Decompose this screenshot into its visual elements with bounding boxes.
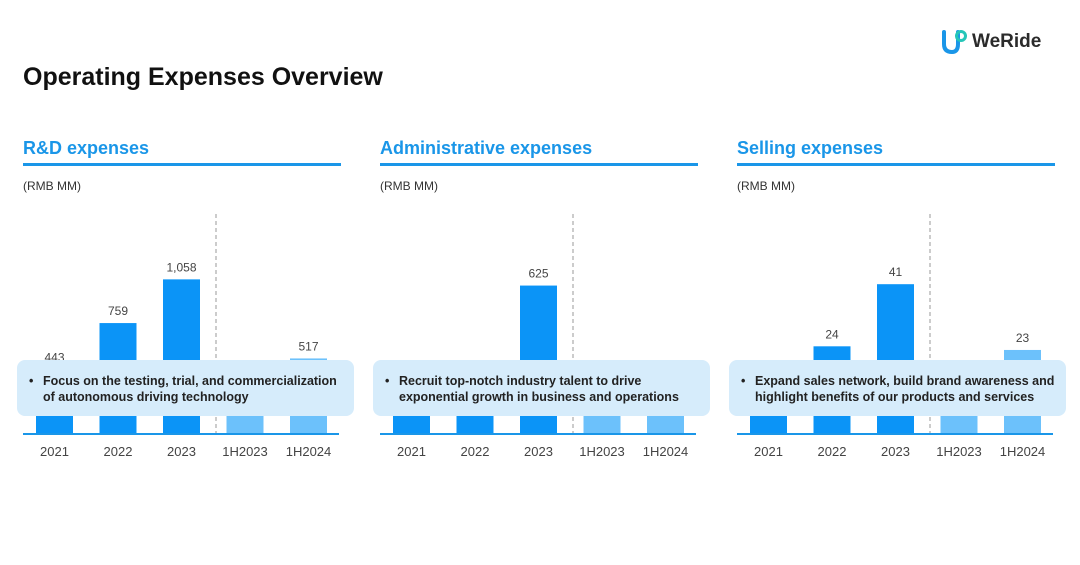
category-label: 2023	[167, 444, 196, 459]
value-label: 625	[528, 267, 548, 281]
title-underline	[737, 163, 1055, 166]
administrative-expenses-panel: Administrative expenses (RMB MM) 1072021…	[380, 132, 710, 552]
panel-title: Administrative expenses	[380, 138, 593, 158]
value-label: 517	[298, 339, 318, 353]
value-label: 1,058	[166, 260, 196, 274]
administrative-note: • Recruit top-notch industry talent to d…	[373, 360, 710, 416]
category-label: 2022	[461, 444, 490, 459]
note-text: Recruit top-notch industry talent to dri…	[399, 374, 679, 404]
note-text: Focus on the testing, trial, and commerc…	[43, 374, 337, 404]
selling-expenses-chart: 122021242022412023151H2023231H2024	[737, 214, 1053, 459]
unit-label: (RMB MM)	[380, 179, 438, 193]
bullet-icon: •	[29, 374, 34, 388]
rd-expenses-chart: 443202175920221,05820233761H20235171H202…	[23, 214, 339, 459]
unit-label: (RMB MM)	[737, 179, 795, 193]
rd-note: • Focus on the testing, trial, and comme…	[17, 360, 354, 416]
panel-title: Selling expenses	[737, 138, 884, 158]
unit-label: (RMB MM)	[23, 179, 81, 193]
brand-name: WeRide	[972, 31, 1042, 52]
note-text: Expand sales network, build brand awaren…	[755, 374, 1055, 404]
weride-logo: WeRide	[940, 28, 1041, 56]
bullet-icon: •	[385, 374, 390, 388]
category-label: 1H2024	[1000, 444, 1046, 459]
category-label: 1H2024	[643, 444, 689, 459]
administrative-expenses-chart: 1072021237202262520232171H20232081H2024	[380, 214, 696, 459]
category-label: 1H2023	[579, 444, 625, 459]
category-label: 2023	[524, 444, 553, 459]
rd-expenses-panel: R&D expenses (RMB MM) 443 2021 759 2022 1,05…	[23, 132, 353, 552]
category-label: 2023	[881, 444, 910, 459]
page-title: Operating Expenses Overview	[23, 63, 383, 91]
category-label: 2021	[40, 444, 69, 459]
panel-title: R&D expenses	[23, 138, 150, 158]
bullet-icon: •	[741, 374, 746, 388]
category-label: 1H2023	[936, 444, 982, 459]
category-label: 2022	[818, 444, 847, 459]
title-underline	[23, 163, 341, 166]
value-label: 23	[1016, 331, 1030, 345]
weride-logo-icon	[942, 30, 967, 55]
category-label: 1H2023	[222, 444, 268, 459]
value-label: 24	[825, 327, 839, 341]
category-label: 2021	[397, 444, 426, 459]
selling-expenses-panel: Selling expenses (RMB MM) 12202124202241…	[737, 132, 1067, 552]
selling-note: • Expand sales network, build brand awar…	[729, 360, 1066, 416]
value-label: 759	[108, 304, 128, 318]
title-underline	[380, 163, 698, 166]
category-label: 2021	[754, 444, 783, 459]
category-label: 1H2024	[286, 444, 332, 459]
category-label: 2022	[104, 444, 133, 459]
value-label: 41	[889, 265, 903, 279]
